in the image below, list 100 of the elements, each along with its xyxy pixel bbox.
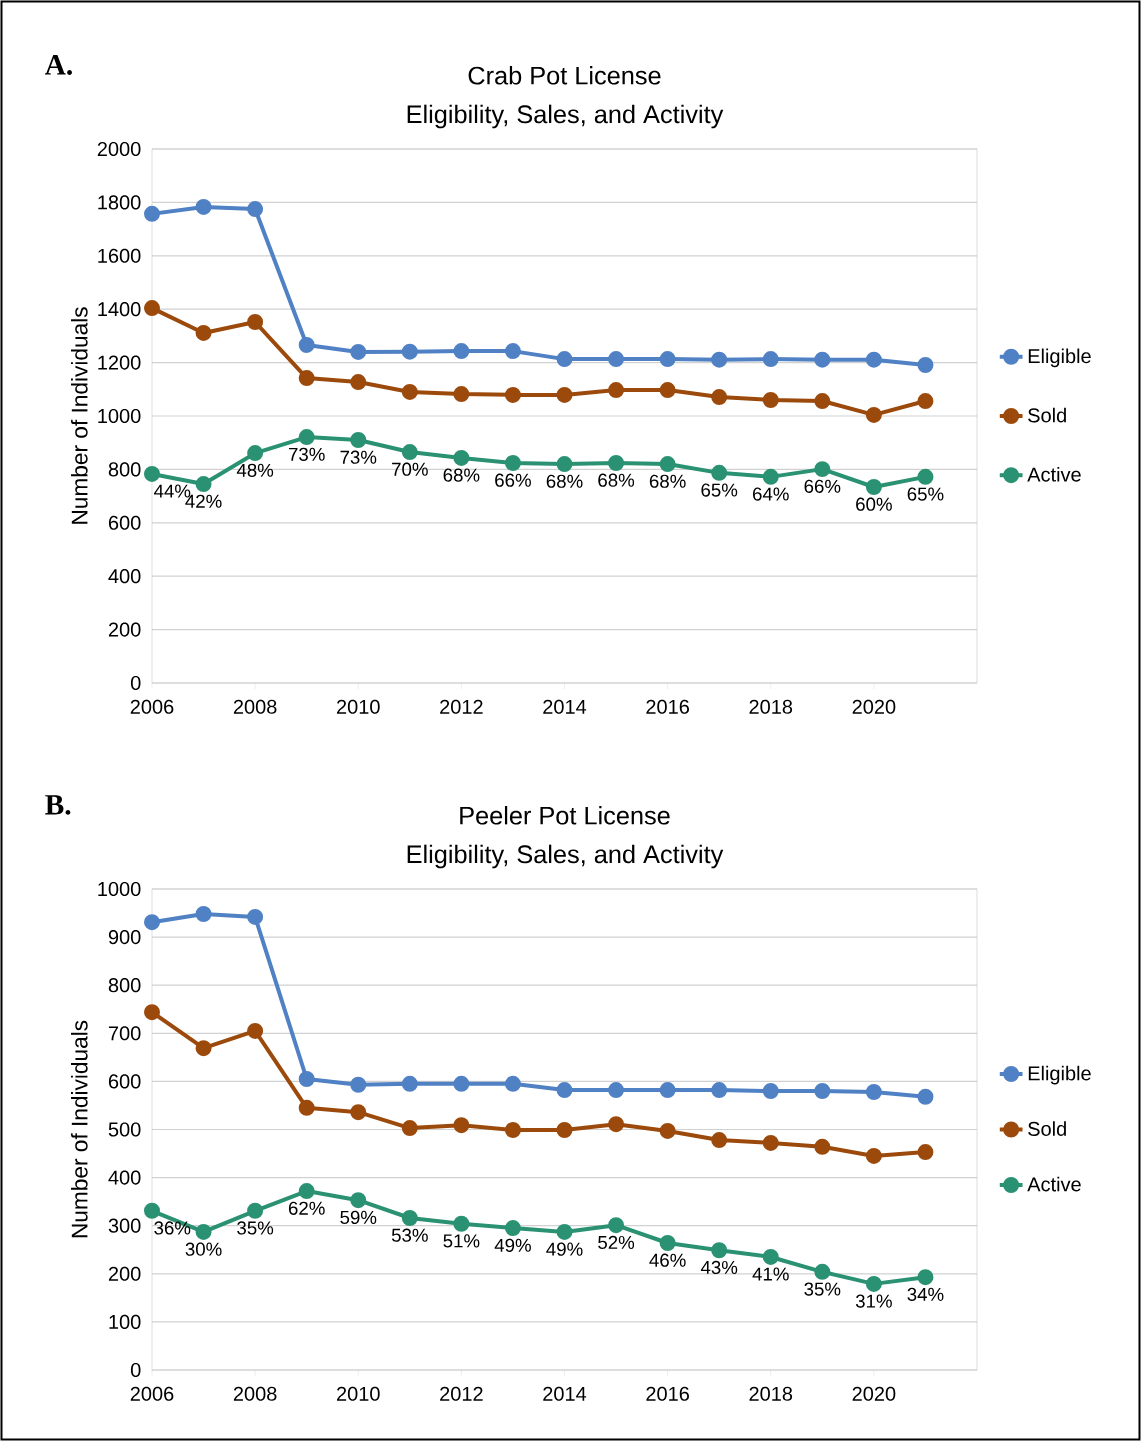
annotation: 64%	[753, 487, 789, 501]
x-tick-label: 2010	[337, 699, 380, 714]
point	[350, 374, 367, 391]
point	[504, 1075, 521, 1092]
point	[195, 324, 212, 341]
chart-title: Crab Pot License	[468, 66, 661, 85]
annotation: 59%	[340, 1210, 377, 1225]
annotation: 31%	[855, 1294, 892, 1308]
x-tick-label: 2010	[337, 1386, 380, 1401]
y-tick-label: 200	[108, 1266, 141, 1281]
point	[556, 1121, 573, 1138]
legend-label: Eligible	[1028, 348, 1091, 368]
point	[401, 444, 418, 461]
point	[195, 1040, 212, 1057]
point	[247, 314, 264, 331]
point	[504, 454, 521, 471]
point	[762, 1248, 779, 1265]
point	[814, 351, 831, 368]
point	[453, 343, 470, 360]
y-tick-label: 200	[108, 622, 141, 637]
point	[608, 382, 625, 399]
annotation: 53%	[391, 1228, 428, 1242]
x-tick-label: 2006	[130, 699, 174, 714]
point	[401, 1075, 418, 1092]
legend-label: Active	[1027, 466, 1081, 482]
point	[350, 1076, 367, 1093]
annotation: 30%	[185, 1242, 222, 1256]
y-axis-title: Number of Individuals	[71, 307, 88, 524]
point	[711, 464, 728, 481]
y-tick-label: 500	[108, 1122, 141, 1137]
point	[814, 393, 831, 410]
point	[144, 205, 160, 222]
point	[659, 1082, 676, 1099]
y-tick-label: 1000	[98, 408, 141, 424]
y-tick-label: 400	[108, 569, 141, 584]
annotation: 66%	[804, 479, 841, 493]
y-tick-label: 800	[108, 978, 141, 993]
x-tick-label: 2012	[440, 1386, 483, 1401]
annotation: 73%	[288, 447, 325, 461]
point	[453, 1215, 470, 1232]
x-tick-label: 2006	[130, 1386, 174, 1401]
point	[917, 468, 934, 485]
chart-subtitle: Eligibility, Sales, and Activity	[407, 844, 724, 869]
point	[762, 351, 779, 368]
point	[247, 201, 264, 218]
text: A.	[45, 55, 72, 75]
point	[504, 1121, 521, 1138]
annotation: 65%	[701, 483, 738, 497]
annotation: 49%	[494, 1238, 531, 1252]
point	[814, 1083, 831, 1100]
annotation: 68%	[546, 474, 583, 488]
x-tick-label: 2018	[749, 699, 793, 714]
point	[814, 461, 831, 478]
point	[762, 468, 779, 485]
point	[917, 1269, 934, 1286]
y-tick-label: 700	[108, 1026, 141, 1041]
x-tick-label: 2020	[852, 1386, 896, 1401]
y-tick-label: 1800	[98, 195, 141, 210]
point	[453, 1075, 470, 1092]
point	[247, 445, 264, 462]
x-tick-label: 2012	[440, 699, 483, 714]
point	[711, 1082, 728, 1099]
point	[453, 386, 470, 403]
point	[659, 1122, 676, 1139]
point	[504, 1220, 521, 1237]
point	[608, 1217, 625, 1234]
point	[608, 1082, 625, 1099]
annotation: 73%	[340, 450, 377, 464]
point	[195, 1223, 212, 1240]
x-tick-label: 2014	[543, 699, 587, 714]
point	[865, 479, 882, 496]
point	[350, 432, 367, 449]
annotation: 68%	[443, 468, 480, 482]
point	[401, 343, 418, 360]
annotation: 35%	[237, 1221, 274, 1235]
annotation: 48%	[236, 463, 274, 477]
point	[453, 1117, 470, 1134]
annotation: 65%	[907, 487, 944, 501]
x-tick-label: 2018	[749, 1386, 793, 1401]
legend-label: Sold	[1028, 407, 1066, 423]
point	[556, 386, 573, 403]
y-tick-label: 1600	[98, 248, 141, 263]
y-tick-label: 1400	[98, 302, 141, 317]
point	[762, 1134, 779, 1151]
annotation: 68%	[598, 473, 635, 487]
point	[865, 351, 882, 368]
point	[350, 1192, 367, 1209]
point	[711, 1132, 728, 1149]
annotation: 36%	[154, 1221, 191, 1235]
x-tick-label: 2014	[543, 1386, 587, 1401]
point	[504, 386, 521, 403]
point	[865, 1147, 882, 1164]
point	[298, 336, 315, 353]
y-tick-label: 800	[108, 462, 141, 477]
point	[711, 351, 728, 368]
point	[453, 449, 470, 466]
point	[350, 1104, 367, 1121]
point	[917, 1144, 934, 1161]
point	[917, 356, 934, 373]
point	[659, 382, 676, 399]
